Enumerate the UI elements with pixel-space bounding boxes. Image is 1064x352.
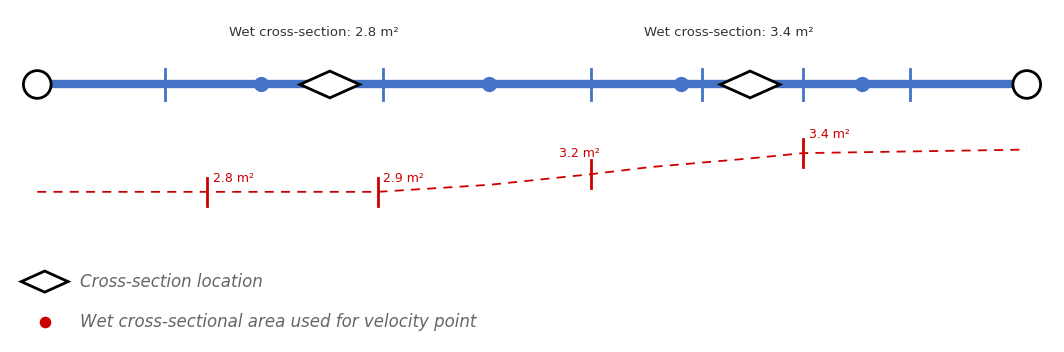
Point — [36, 319, 53, 325]
Ellipse shape — [1013, 71, 1041, 98]
Text: 2.8 m²: 2.8 m² — [213, 172, 254, 185]
Text: Wet cross-section: 3.4 m²: Wet cross-section: 3.4 m² — [644, 26, 814, 39]
Text: Cross-section location: Cross-section location — [80, 272, 263, 291]
Point — [481, 82, 498, 87]
Text: 2.9 m²: 2.9 m² — [383, 172, 423, 185]
Point — [672, 82, 689, 87]
Polygon shape — [720, 71, 780, 98]
Text: Wet cross-section: 2.8 m²: Wet cross-section: 2.8 m² — [229, 26, 399, 39]
Text: 3.2 m²: 3.2 m² — [559, 147, 599, 160]
Point — [252, 82, 269, 87]
Ellipse shape — [23, 71, 51, 98]
Polygon shape — [300, 71, 360, 98]
Point — [853, 82, 870, 87]
Polygon shape — [21, 271, 68, 292]
Text: Wet cross-sectional area used for velocity point: Wet cross-sectional area used for veloci… — [80, 313, 477, 331]
Text: 3.4 m²: 3.4 m² — [809, 128, 849, 141]
